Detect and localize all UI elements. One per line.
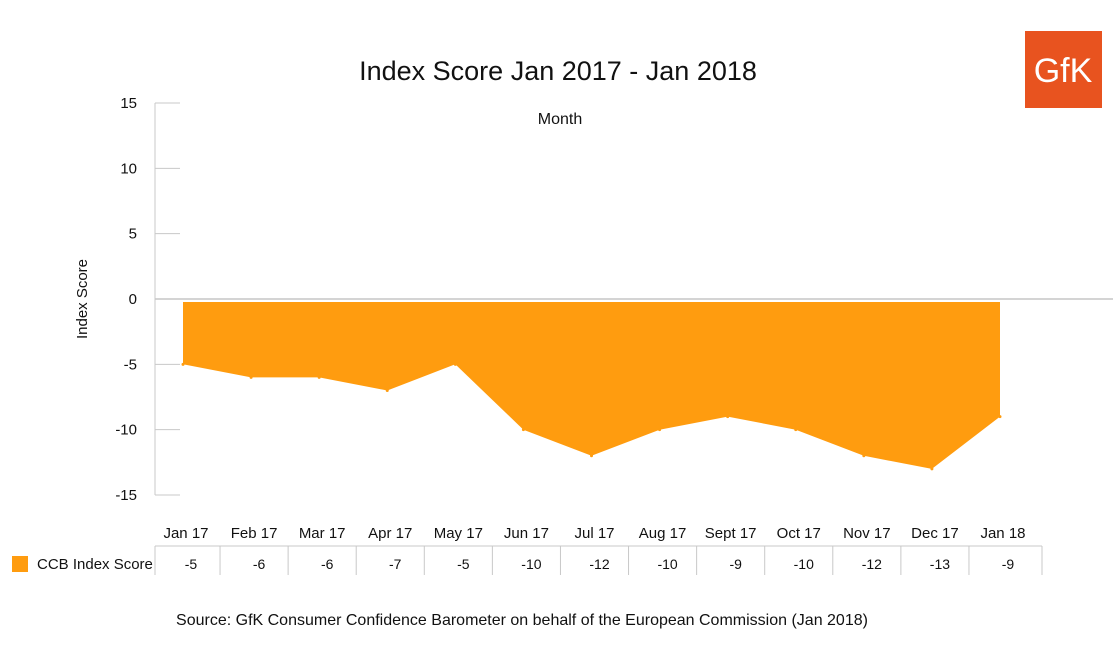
series-area-layer <box>181 302 1002 471</box>
x-tick-label: Nov 17 <box>843 525 891 542</box>
x-tick-label: Feb 17 <box>231 525 278 542</box>
data-point <box>998 415 1002 419</box>
y-tick-label: -15 <box>115 487 137 504</box>
x-tick-label: Dec 17 <box>911 525 959 542</box>
y-axis-label: Index Score <box>74 259 91 339</box>
y-axis-ticks: 15 10 5 0 -5 -10 -15 <box>115 95 137 504</box>
chart-title: Index Score Jan 2017 - Jan 2018 <box>359 56 757 86</box>
gfk-logo: GfK <box>1025 31 1102 108</box>
y-tick-label: -10 <box>115 422 137 439</box>
data-point <box>930 467 934 471</box>
x-tick-label: Jun 17 <box>504 525 549 542</box>
y-tick-label: -5 <box>124 356 137 373</box>
x-tick-label: Oct 17 <box>777 525 821 542</box>
gfk-logo-text: GfK <box>1034 52 1093 90</box>
data-label: -10 <box>794 556 814 572</box>
data-point <box>249 375 253 379</box>
data-point <box>317 375 321 379</box>
data-point <box>658 428 662 432</box>
gfk-logo-background <box>1025 31 1102 108</box>
x-tick-label: May 17 <box>434 525 483 542</box>
legend-swatch <box>12 556 28 572</box>
data-label: -12 <box>862 556 882 572</box>
data-point <box>521 428 525 432</box>
y-tick-label: 10 <box>120 160 137 177</box>
x-tick-label: Apr 17 <box>368 525 412 542</box>
data-label: -9 <box>729 556 742 572</box>
y-tick-label: 0 <box>129 291 137 308</box>
data-label: -13 <box>930 556 950 572</box>
data-label: -9 <box>1002 556 1015 572</box>
legend-label: CCB Index Score <box>37 556 153 573</box>
data-point <box>794 428 798 432</box>
gridlines <box>154 102 1113 496</box>
data-point <box>590 454 593 458</box>
x-tick-label: Sept 17 <box>705 525 757 542</box>
x-axis-ticks: Jan 17 Feb 17 Mar 17 Apr 17 May 17 Jun 17 Jul … <box>163 525 1025 542</box>
x-tick-label: Aug 17 <box>639 525 687 542</box>
x-tick-label: Mar 17 <box>299 525 346 542</box>
data-label: -6 <box>253 556 266 572</box>
data-point <box>181 362 185 366</box>
data-point <box>385 388 389 392</box>
data-label: -5 <box>185 556 198 572</box>
data-label: -12 <box>589 556 609 572</box>
data-point <box>862 454 866 458</box>
data-label: -10 <box>521 556 541 572</box>
data-label: -10 <box>657 556 677 572</box>
series-area-ccb-index-score <box>183 302 1000 469</box>
data-point <box>453 362 457 366</box>
source-note: Source: GfK Consumer Confidence Baromete… <box>176 612 868 629</box>
x-tick-label: Jan 18 <box>980 525 1025 542</box>
data-table: CCB Index Score -5 -6 -6 -7 -5 -10 -12 -10 -9 -10 -… <box>12 545 1043 575</box>
y-tick-label: 15 <box>120 95 137 112</box>
x-tick-label: Jul 17 <box>574 525 614 542</box>
data-label: -7 <box>389 556 402 572</box>
data-label: -6 <box>321 556 334 572</box>
y-tick-label: 5 <box>129 226 137 243</box>
x-tick-label: Jan 17 <box>163 525 208 542</box>
chart-subtitle: Month <box>538 111 582 128</box>
data-point <box>726 415 730 419</box>
data-label: -5 <box>457 556 470 572</box>
